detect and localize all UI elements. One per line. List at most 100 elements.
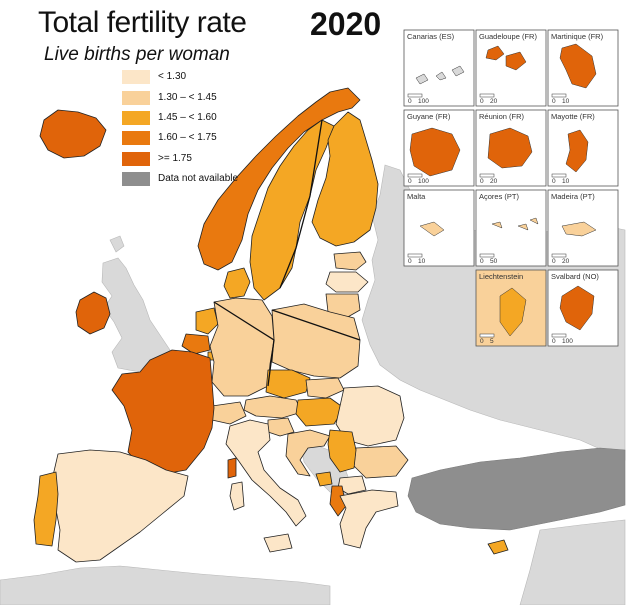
inset-frame — [403, 29, 475, 107]
legend-swatch — [122, 152, 150, 166]
scale-label-max: 100 — [418, 98, 429, 105]
ireland — [75, 291, 111, 335]
inset-territory — [419, 221, 445, 237]
scotland-isles — [109, 235, 125, 253]
sicily — [263, 533, 293, 553]
slovakia — [305, 377, 345, 399]
inset-panel: Réunion (FR) 0 20 — [475, 109, 547, 187]
inset-title: Liechtenstein — [479, 272, 523, 281]
belgium — [181, 333, 211, 355]
scale-bar — [479, 253, 495, 258]
inset-territory — [409, 127, 461, 177]
scale-bar — [551, 173, 567, 178]
scale-bar — [551, 333, 567, 338]
scale-label-max: 100 — [562, 338, 573, 345]
inset-title: Mayotte (FR) — [551, 112, 595, 121]
inset-territory — [561, 221, 597, 237]
inset-title: Martinique (FR) — [551, 32, 604, 41]
croatia — [285, 429, 331, 477]
scale-bar — [407, 93, 423, 98]
serbia — [327, 429, 357, 473]
uk-land — [101, 257, 171, 373]
inset-territory — [487, 127, 533, 169]
greece — [339, 489, 399, 549]
inset-panel: Guyane (FR) 0 100 — [403, 109, 475, 187]
inset-title: Svalbard (NO) — [551, 272, 599, 281]
inset-panel: Martinique (FR) 0 10 — [547, 29, 619, 107]
scale-label-min: 0 — [552, 258, 556, 265]
scale-label-min: 0 — [480, 178, 484, 185]
scale-bar — [551, 93, 567, 98]
nordic-border — [279, 119, 323, 289]
scale-label-max: 20 — [490, 98, 498, 105]
inset-territory — [415, 65, 465, 85]
legend-swatch — [122, 131, 150, 145]
inset-title: Malta — [407, 192, 426, 201]
inset-panel: Açores (PT) 0 50 — [475, 189, 547, 267]
scale-label-max: 10 — [418, 258, 426, 265]
inset-panel: Malta 0 10 — [403, 189, 475, 267]
north-africa — [0, 565, 331, 605]
albania — [329, 485, 347, 517]
inset-panel: Guadeloupe (FR) 0 20 — [475, 29, 547, 107]
scale-label-min: 0 — [480, 258, 484, 265]
legend-label: 1.60 – < 1.75 — [158, 132, 217, 143]
middle-east — [519, 519, 626, 605]
map-title: Total fertility rate — [38, 6, 247, 39]
scale-label-max: 20 — [490, 178, 498, 185]
scale-label-min: 0 — [408, 98, 412, 105]
scale-bar — [479, 173, 495, 178]
scale-bar — [479, 93, 495, 98]
legend-swatch — [122, 111, 150, 125]
lithuania — [325, 293, 361, 319]
inset-panel: Madeira (PT) 0 20 — [547, 189, 619, 267]
map-year: 2020 — [310, 6, 382, 42]
scale-bar — [407, 253, 423, 258]
poland — [271, 303, 361, 379]
finland — [311, 111, 379, 247]
sardinia — [229, 481, 245, 511]
scale-label-min: 0 — [552, 178, 556, 185]
inset-territory — [499, 287, 527, 337]
legend-swatch — [122, 91, 150, 105]
netherlands — [195, 307, 219, 335]
scale-label-max: 10 — [562, 98, 570, 105]
border-emphasis — [213, 119, 361, 387]
estonia — [333, 251, 367, 271]
turkey-area — [407, 447, 626, 531]
central-border — [213, 301, 361, 387]
denmark — [223, 267, 251, 299]
spain — [51, 449, 189, 563]
bulgaria — [353, 445, 409, 479]
scale-label-max: 20 — [562, 258, 570, 265]
scale-label-max: 50 — [490, 258, 498, 265]
inset-title: Guyane (FR) — [407, 112, 451, 121]
scale-label-max: 5 — [490, 338, 494, 345]
legend-swatch — [122, 70, 150, 84]
inset-territory — [559, 43, 597, 89]
inset-frame — [475, 189, 547, 267]
scale-label-min: 0 — [552, 338, 556, 345]
inset-territory — [485, 45, 527, 71]
inset-title: Açores (PT) — [479, 192, 520, 201]
legend-label: Data not available — [158, 173, 239, 184]
inset-territory — [559, 285, 595, 331]
corsica — [227, 457, 237, 479]
scale-label-min: 0 — [408, 178, 412, 185]
scale-label-max: 100 — [418, 178, 429, 185]
scale-bar — [407, 173, 423, 178]
cyprus — [487, 539, 509, 555]
sweden — [249, 119, 335, 301]
inset-title: Canarias (ES) — [407, 32, 455, 41]
legend-label: 1.45 – < 1.60 — [158, 112, 217, 123]
inset-territory — [491, 217, 539, 231]
norway — [197, 87, 361, 271]
scale-label-min: 0 — [408, 258, 412, 265]
latvia — [325, 271, 369, 293]
inset-panel: Liechtenstein 0 5 — [475, 269, 547, 347]
scale-bar — [479, 333, 495, 338]
inset-title: Madeira (PT) — [551, 192, 595, 201]
legend-label: >= 1.75 — [158, 153, 192, 164]
